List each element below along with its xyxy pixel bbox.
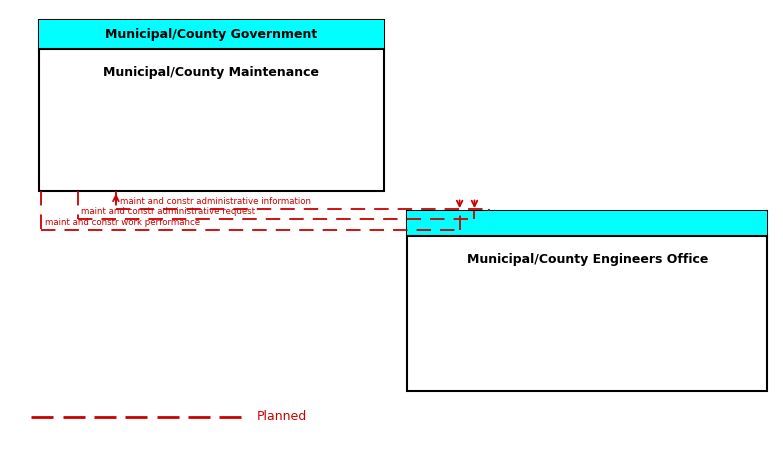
Text: Municipal/County Government: Municipal/County Government	[105, 28, 318, 41]
Bar	[407, 211, 767, 236]
Text: maint and constr administrative information: maint and constr administrative informat…	[120, 197, 311, 206]
Text: maint and constr administrative request: maint and constr administrative request	[81, 207, 255, 216]
Text: Municipal/County Maintenance: Municipal/County Maintenance	[103, 66, 319, 79]
Bar	[407, 211, 767, 391]
Bar	[39, 20, 384, 191]
Text: Municipal/County Engineers Office: Municipal/County Engineers Office	[467, 253, 708, 266]
Text: Planned: Planned	[257, 410, 307, 423]
Bar	[39, 20, 384, 49]
Text: maint and constr work performance: maint and constr work performance	[45, 218, 200, 227]
